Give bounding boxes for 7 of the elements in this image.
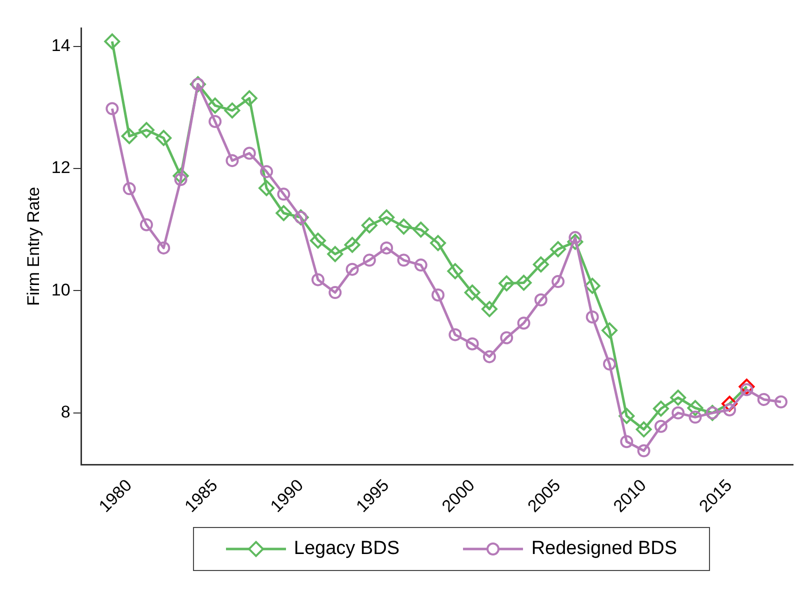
legend-label: Redesigned BDS — [531, 538, 678, 560]
y-tick-label: 14 — [51, 36, 70, 56]
y-tick-label: 8 — [60, 402, 70, 422]
y-axis-title: Firm Entry Rate — [24, 186, 43, 306]
y-tick-label: 12 — [51, 158, 70, 178]
legend-label: Legacy BDS — [294, 538, 400, 560]
y-tick-label: 10 — [51, 280, 70, 300]
